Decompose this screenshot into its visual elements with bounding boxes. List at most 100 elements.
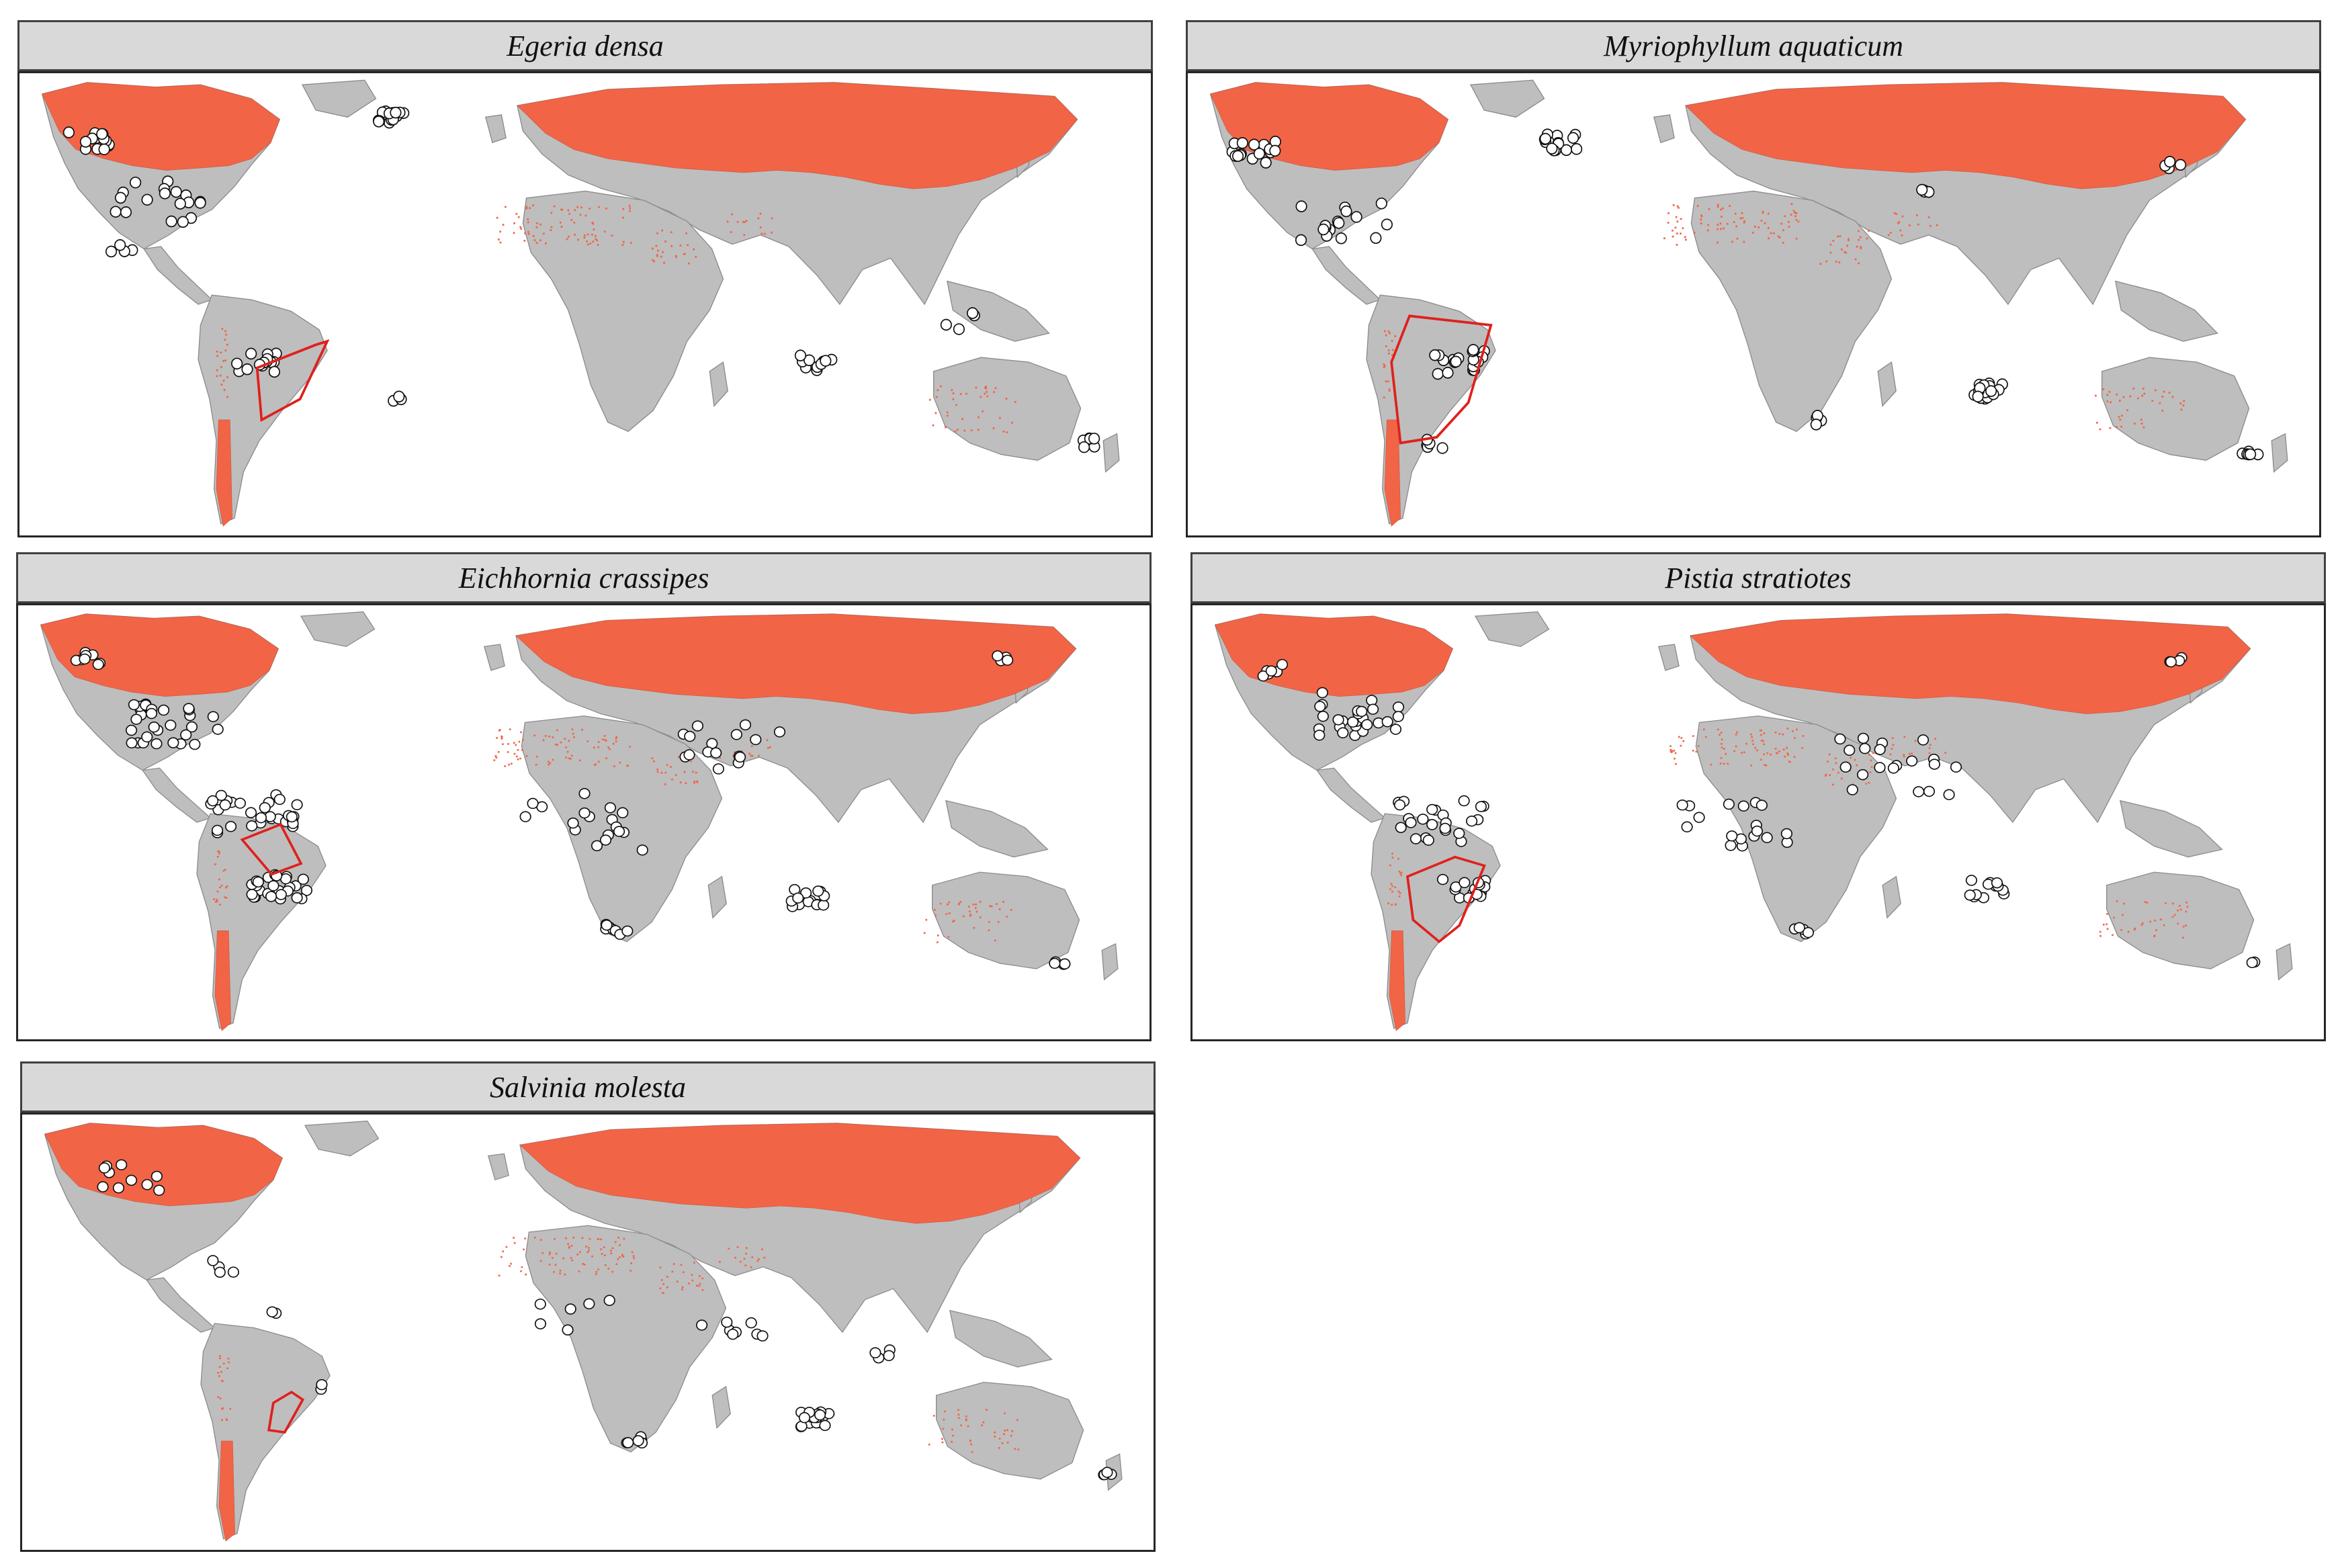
unsuitable-speckle <box>688 1282 690 1284</box>
occurrence-point <box>246 820 258 832</box>
occurrence-point <box>1381 218 1393 230</box>
unsuitable-speckle <box>1001 1442 1004 1444</box>
occurrence-point <box>1317 223 1330 236</box>
unsuitable-speckle <box>1698 745 1700 747</box>
unsuitable-speckle <box>633 1257 636 1260</box>
unsuitable-speckle <box>493 759 496 761</box>
occurrence-point <box>1295 200 1307 212</box>
unsuitable-speckle <box>1675 763 1677 765</box>
landmass-africa <box>1690 190 1893 433</box>
unsuitable-speckle <box>513 232 515 234</box>
map-frame <box>16 603 1152 1041</box>
unsuitable-speckle <box>730 231 732 233</box>
unsuitable-speckle <box>580 206 582 209</box>
unsuitable-speckle <box>1790 214 1792 216</box>
unsuitable-speckle <box>513 1237 515 1239</box>
occurrence-point <box>1236 137 1248 149</box>
unsuitable-speckle <box>2140 419 2142 421</box>
occurrence-point <box>745 1317 757 1329</box>
occurrence-point <box>1381 716 1393 728</box>
unsuitable-speckle <box>219 1357 221 1360</box>
unsuitable-speckle <box>740 750 743 752</box>
occurrence-layer <box>1257 652 2261 969</box>
unsuitable-speckle <box>662 1292 664 1294</box>
unsuitable-speckle <box>671 778 673 781</box>
occurrence-point <box>1367 703 1379 715</box>
occurrence-point <box>869 1347 881 1358</box>
occurrence-point <box>275 889 287 900</box>
unsuitable-speckle <box>1914 740 1917 742</box>
unsuitable-speckle <box>1846 245 1849 247</box>
unsuitable-speckle <box>750 1266 752 1268</box>
landmass-central-america <box>1311 246 1381 305</box>
occurrence-point <box>1405 817 1417 828</box>
unsuitable-speckle <box>1868 230 1870 232</box>
unsuitable-speckle <box>696 780 698 783</box>
occurrence-point <box>818 899 830 911</box>
unsuitable-speckle <box>923 932 926 934</box>
occurrence-point <box>96 128 108 140</box>
unsuitable-speckle <box>651 757 654 760</box>
occurrence-point <box>252 876 264 888</box>
unsuitable-speckle <box>515 755 518 758</box>
occurrence-point <box>300 885 313 896</box>
unsuitable-speckle <box>544 735 547 737</box>
unsuitable-speckle <box>771 217 773 220</box>
unsuitable-speckle <box>2118 416 2120 419</box>
unsuitable-speckle <box>216 856 219 858</box>
unsuitable-speckle <box>216 890 219 893</box>
unsuitable-speckle <box>1929 224 1932 227</box>
occurrence-point <box>792 892 804 904</box>
unsuitable-speckle <box>1389 888 1391 890</box>
occurrence-point <box>583 1298 595 1309</box>
unsuitable-speckle <box>225 333 228 336</box>
unsuitable-speckle <box>1844 251 1846 253</box>
unsuitable-speckle <box>226 343 228 346</box>
occurrence-point <box>636 844 648 856</box>
unsuitable-speckle <box>693 248 695 251</box>
unsuitable-speckle <box>499 241 502 244</box>
occurrence-point <box>185 721 198 733</box>
occurrence-point <box>603 1295 615 1306</box>
unsuitable-speckle <box>1389 864 1391 867</box>
unsuitable-speckle <box>218 878 220 881</box>
unsuitable-speckle <box>673 1263 675 1265</box>
unsuitable-speckle <box>691 1274 693 1276</box>
unsuitable-speckle <box>1828 753 1831 756</box>
unsuitable-speckle <box>223 388 226 391</box>
unsuitable-speckle <box>941 1441 944 1444</box>
unsuitable-speckle <box>597 760 600 763</box>
unsuitable-speckle <box>1743 221 1745 224</box>
unsuitable-speckle <box>509 1265 511 1267</box>
unsuitable-speckle <box>939 902 942 905</box>
unsuitable-speckle <box>589 1237 591 1240</box>
unsuitable-speckle <box>519 226 522 228</box>
unsuitable-speckle <box>543 232 545 235</box>
unsuitable-speckle <box>629 746 631 748</box>
unsuitable-speckle <box>222 869 225 872</box>
unsuitable-speckle <box>553 1271 555 1273</box>
occurrence-point <box>1802 926 1815 939</box>
landmass-madagascar <box>711 1385 731 1430</box>
occurrence-point <box>1991 877 2003 889</box>
unsuitable-speckle <box>547 760 550 763</box>
unsuitable-speckle <box>1767 227 1770 230</box>
unsuitable-speckle <box>1780 222 1783 225</box>
unsuitable-speckle <box>979 901 982 903</box>
unsuitable-speckle <box>1667 212 1669 214</box>
unsuitable-speckle <box>570 1245 573 1247</box>
occurrence-point <box>1356 705 1368 717</box>
unsuitable-speckle <box>597 244 599 246</box>
unsuitable-speckle <box>567 209 570 212</box>
unsuitable-speckle <box>1915 214 1918 216</box>
unsuitable-speckle <box>958 902 961 905</box>
unsuitable-speckle <box>559 221 562 224</box>
unsuitable-speckle <box>589 208 591 210</box>
unsuitable-speckle <box>1860 246 1862 249</box>
unsuitable-speckle <box>521 749 523 751</box>
occurrence-point <box>727 1328 739 1340</box>
occurrence-point <box>622 1437 634 1448</box>
unsuitable-speckle <box>1743 751 1745 754</box>
unsuitable-speckle <box>1741 217 1744 219</box>
unsuitable-speckle <box>701 1277 703 1280</box>
